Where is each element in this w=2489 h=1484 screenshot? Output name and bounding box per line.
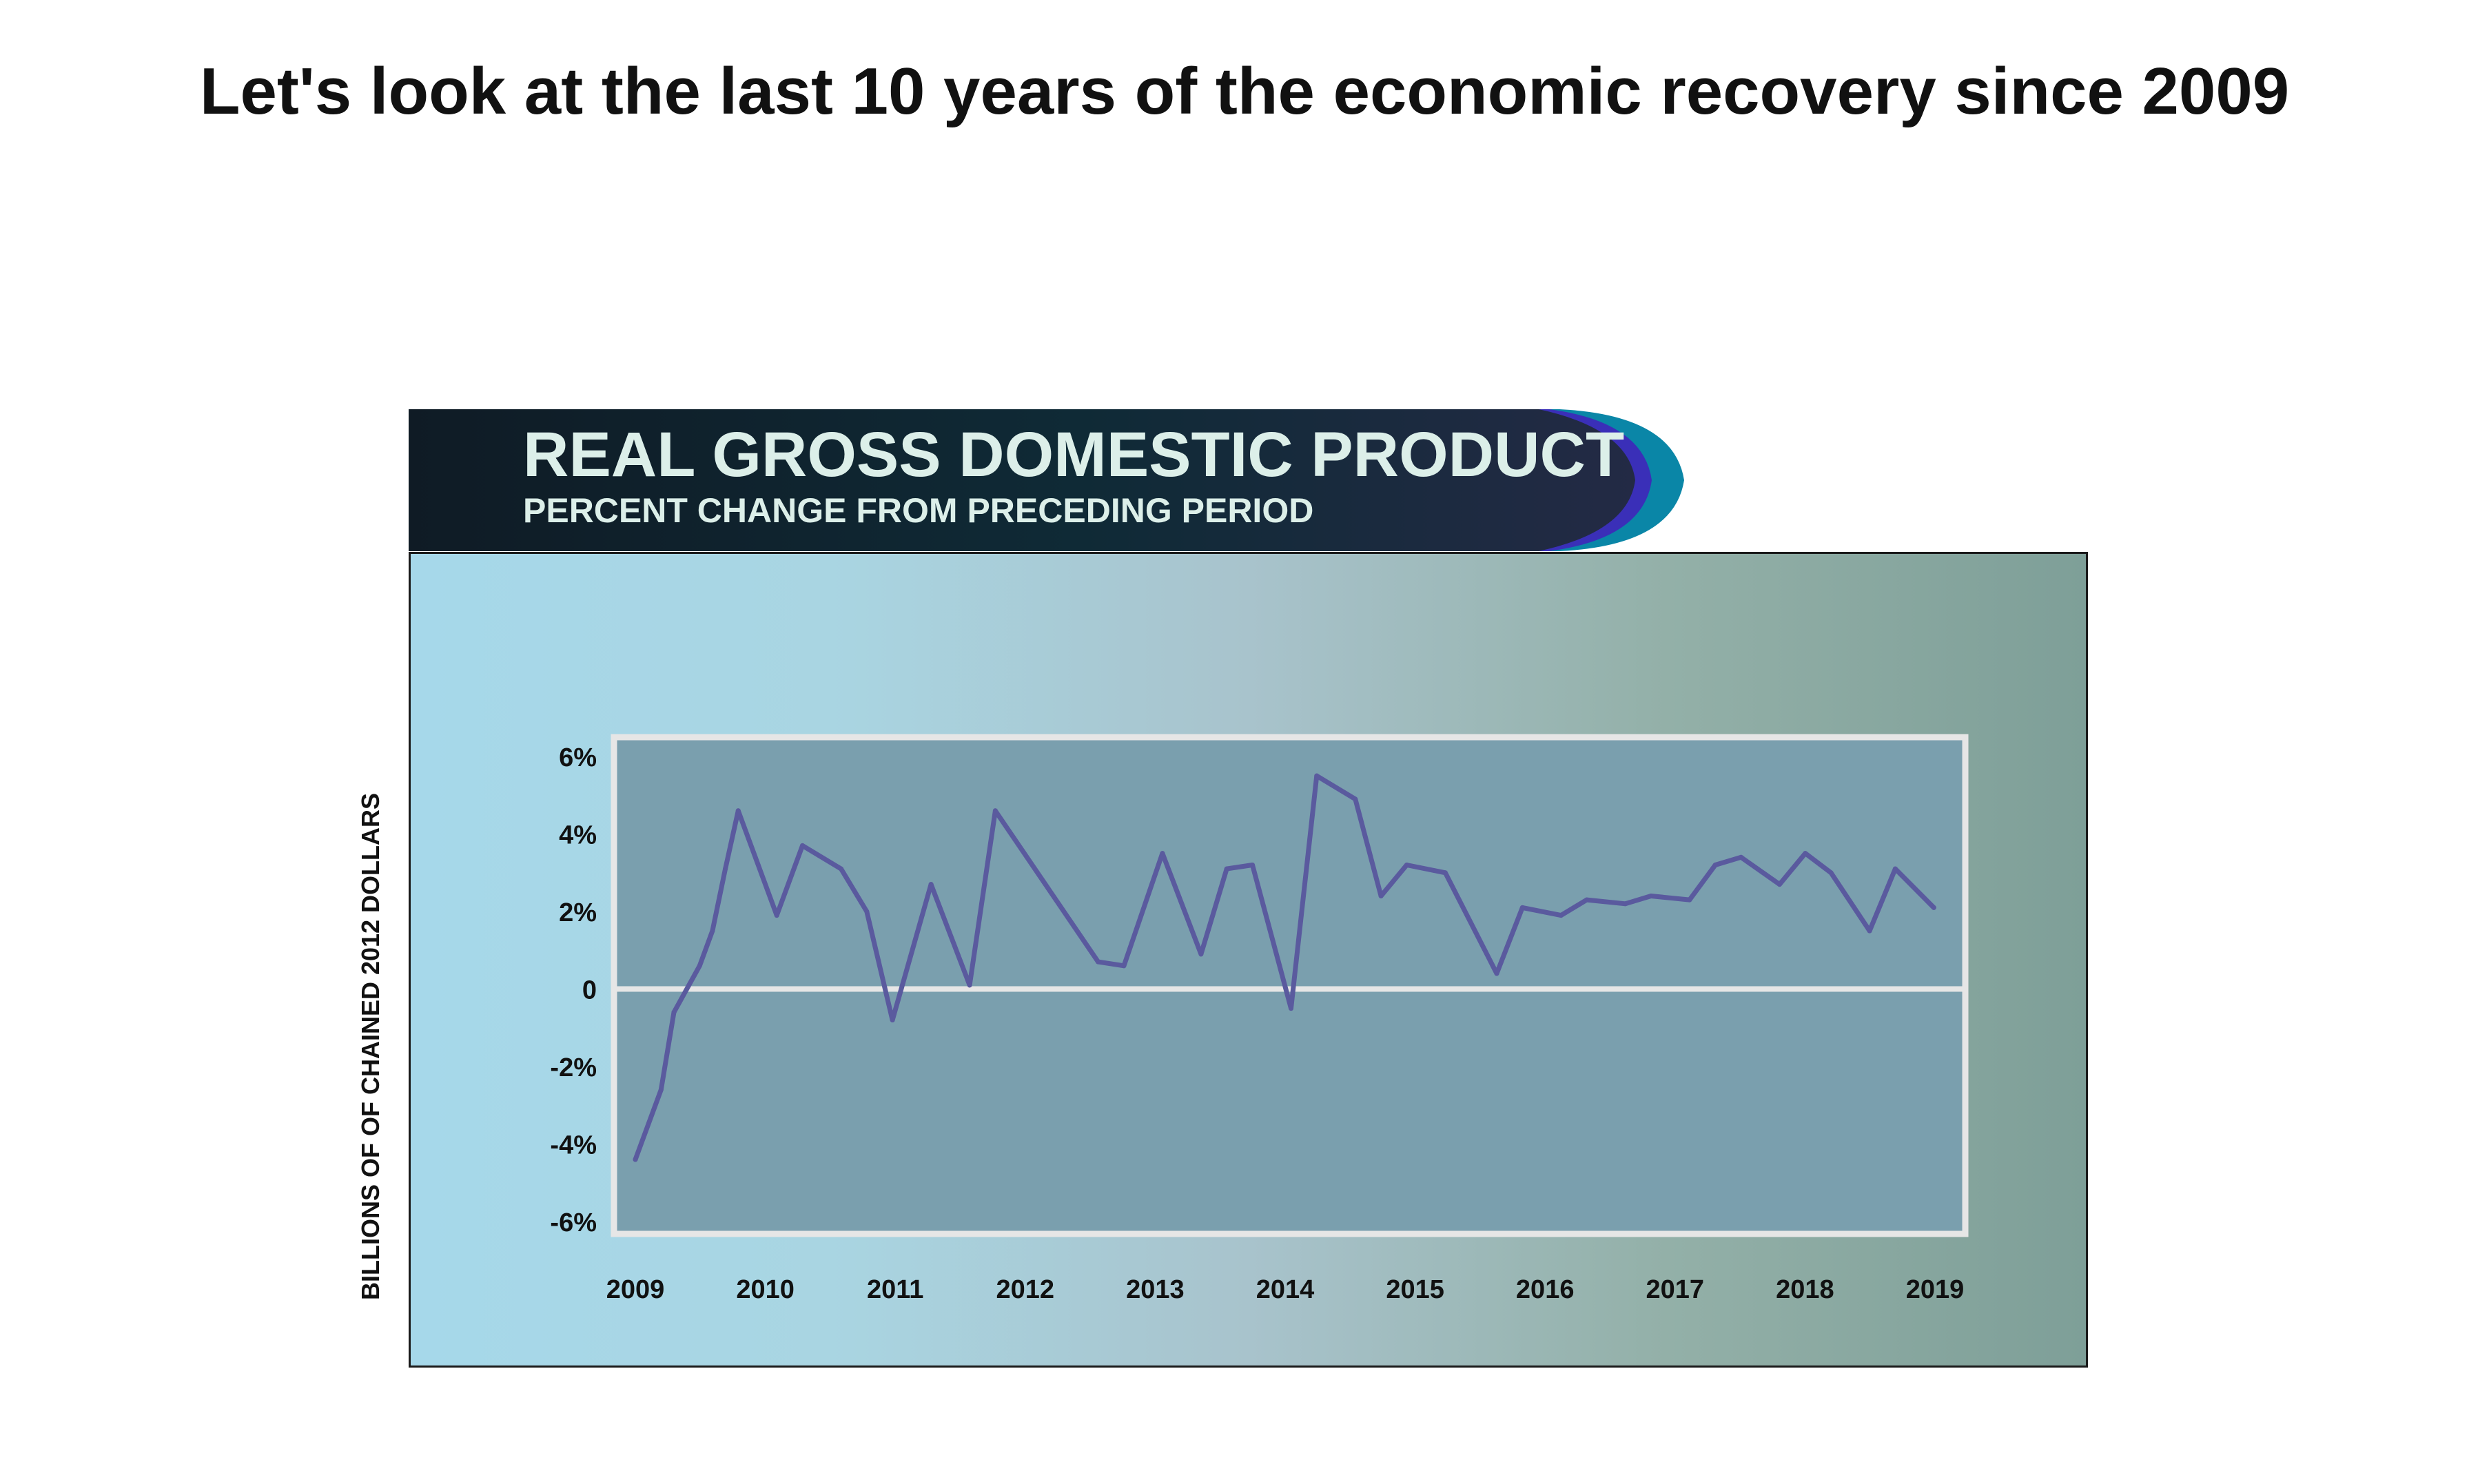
data-point: [710, 928, 715, 934]
y-tick-label: 2%: [559, 898, 597, 927]
data-point: [1250, 863, 1256, 867]
data-point: [1623, 901, 1628, 907]
chart-title: REAL GROSS DOMESTIC PRODUCT: [523, 420, 1625, 490]
data-point: [1289, 1006, 1293, 1011]
x-tick-label: 2018: [1776, 1275, 1834, 1304]
data-point: [735, 808, 741, 814]
x-tick-label: 2013: [1126, 1275, 1185, 1304]
data-point: [774, 913, 779, 918]
data-point: [1198, 951, 1204, 957]
x-tick-label: 2015: [1386, 1275, 1444, 1304]
data-point: [1224, 866, 1229, 872]
x-tick-label: 2017: [1646, 1275, 1705, 1304]
data-point: [1892, 866, 1898, 872]
y-tick-label: 6%: [559, 743, 597, 772]
data-point: [1803, 851, 1808, 856]
data-point: [1442, 870, 1448, 876]
data-point: [1828, 870, 1834, 876]
x-tick-label: 2014: [1256, 1275, 1315, 1304]
plot-area: [611, 734, 1969, 1237]
x-tick-label: 2010: [736, 1275, 795, 1304]
data-point: [1494, 971, 1499, 976]
data-point: [928, 882, 934, 887]
data-point: [1776, 882, 1782, 887]
data-point: [1519, 905, 1525, 910]
chart-subtitle: PERCENT CHANGE FROM PRECEDING PERIOD: [523, 491, 1314, 530]
data-point: [1160, 851, 1165, 856]
banner-background: [409, 409, 1684, 551]
data-point: [1121, 963, 1127, 969]
x-tick-label: 2012: [996, 1275, 1055, 1304]
x-tick-label: 2011: [867, 1275, 923, 1304]
data-point: [839, 866, 844, 872]
data-point: [1712, 863, 1718, 867]
y-tick-label: 4%: [559, 821, 597, 850]
x-tick-label: 2019: [1906, 1275, 1965, 1304]
x-tick-label: 2009: [606, 1275, 665, 1304]
data-point: [1931, 905, 1936, 910]
data-point: [800, 843, 806, 848]
data-point: [1404, 863, 1409, 867]
x-tick-label: 2016: [1516, 1275, 1575, 1304]
data-point: [1584, 897, 1590, 903]
y-tick-label: -6%: [550, 1208, 597, 1237]
data-point: [992, 808, 998, 814]
data-point: [658, 1087, 664, 1093]
data-point: [1096, 959, 1101, 965]
data-point: [967, 982, 972, 988]
data-point: [1378, 894, 1384, 898]
y-tick-label: -4%: [550, 1131, 597, 1160]
chart-title-banner: REAL GROSS DOMESTIC PRODUCT PERCENT CHAN…: [409, 409, 1690, 551]
data-point: [890, 1018, 895, 1022]
y-tick-label: 0: [582, 976, 597, 1005]
data-point: [633, 1157, 638, 1162]
data-point: [671, 1009, 677, 1015]
data-point: [1687, 897, 1692, 903]
data-point: [1314, 773, 1320, 779]
y-tick-label: -2%: [550, 1053, 597, 1082]
data-point: [864, 909, 870, 914]
data-point: [697, 963, 702, 969]
page-headline: Let's look at the last 10 years of the e…: [199, 54, 2290, 128]
data-point: [1867, 928, 1872, 934]
data-point: [1738, 854, 1743, 860]
series-line: [633, 773, 1936, 1162]
banner-body: [409, 409, 1635, 551]
data-point: [1353, 796, 1358, 802]
data-point: [1648, 894, 1654, 898]
data-point: [723, 866, 728, 872]
data-point: [1558, 913, 1564, 918]
